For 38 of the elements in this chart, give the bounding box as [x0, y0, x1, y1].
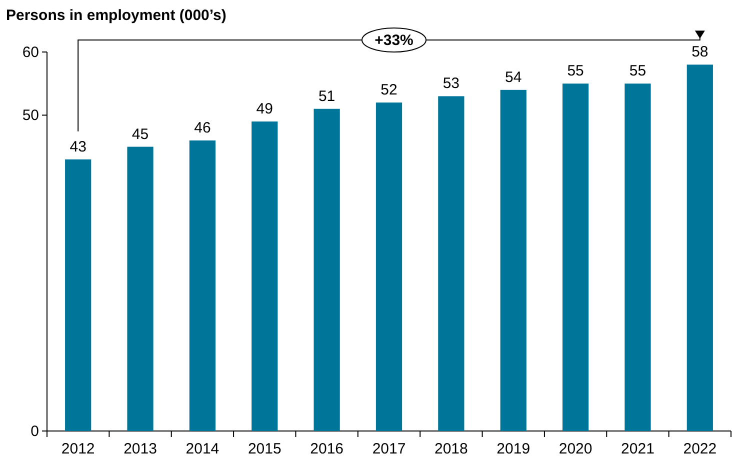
chart-title: Persons in employment (000’s) [6, 7, 226, 24]
bar [189, 140, 216, 431]
bar [376, 102, 402, 431]
data-label: 54 [505, 68, 522, 86]
x-tick-label: 2012 [61, 440, 95, 458]
x-tick-label: 2016 [310, 440, 344, 458]
data-label: 53 [442, 75, 460, 92]
data-label: 55 [629, 62, 646, 80]
data-label: 55 [567, 62, 584, 80]
bar [65, 159, 92, 431]
x-tick-label: 2021 [621, 440, 654, 458]
data-label: 58 [692, 44, 708, 61]
data-label: 45 [132, 126, 149, 143]
bar [562, 84, 589, 431]
bar [624, 84, 651, 431]
bar [314, 108, 340, 431]
x-tick-label: 2022 [683, 440, 717, 458]
x-tick-label: 2019 [496, 440, 530, 458]
bar [127, 146, 154, 431]
data-label: 51 [318, 88, 336, 105]
bar [500, 90, 526, 431]
bar [686, 64, 713, 431]
text: +33% [374, 32, 414, 49]
x-tick-label: 2018 [434, 440, 468, 458]
x-tick-label: 2017 [372, 440, 406, 458]
x-tick-label: 2015 [248, 440, 282, 458]
data-label: 43 [70, 138, 86, 156]
data-label: 46 [194, 119, 211, 136]
data-label: 49 [256, 100, 273, 118]
data-label: 52 [380, 82, 398, 99]
bar [438, 96, 464, 431]
y-tick-label: 0 [30, 422, 39, 440]
x-tick-label: 2020 [558, 440, 592, 458]
bar [252, 121, 278, 431]
x-tick-label: 2013 [124, 440, 157, 458]
x-tick-label: 2014 [186, 440, 220, 458]
y-tick-label: 60 [22, 44, 39, 61]
y-tick-label: 50 [22, 106, 39, 124]
